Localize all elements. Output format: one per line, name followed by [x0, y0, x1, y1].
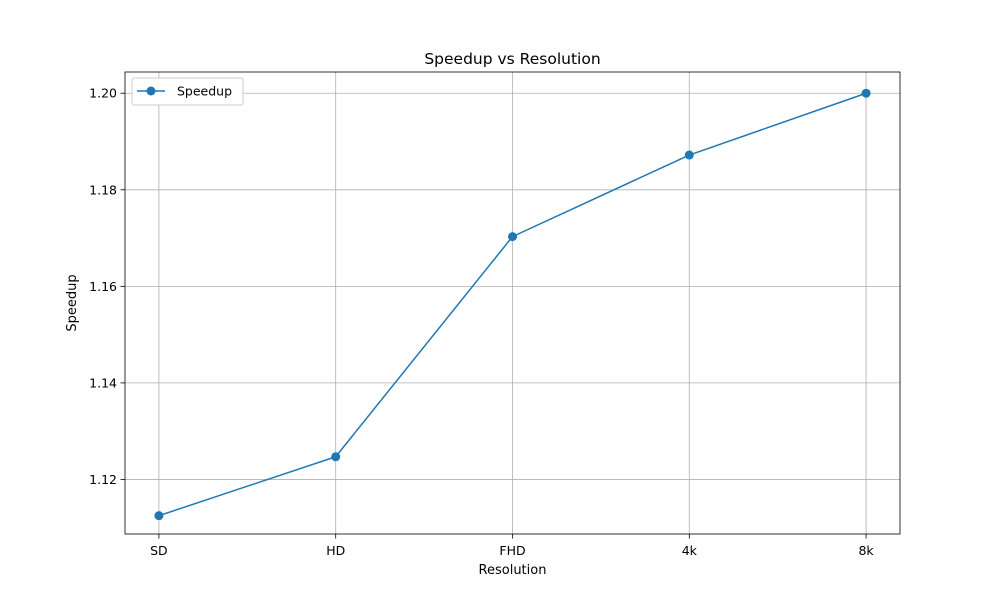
y-tick-label: 1.16: [89, 279, 117, 294]
x-tick-label: HD: [326, 543, 345, 558]
legend-series-marker: [146, 86, 156, 96]
data-point-speedup: [508, 232, 517, 242]
x-tick-label: SD: [150, 543, 168, 558]
x-tick-label: 4k: [682, 543, 698, 558]
x-axis-label: Resolution: [479, 563, 547, 578]
grid-layer: [125, 72, 900, 534]
data-point-speedup: [861, 88, 871, 98]
y-axis-label: Speedup: [65, 274, 80, 331]
legend-box: [131, 77, 244, 106]
ticks-layer: SD HD FHD 4k 8k 1.12 1.14 1.16 1.18 1.20: [89, 86, 874, 558]
data-point-speedup: [331, 452, 341, 462]
series-layer: [154, 88, 871, 521]
legend-series-label: Speedup: [177, 84, 232, 99]
x-tick-label: FHD: [499, 543, 525, 558]
data-point-speedup: [154, 511, 164, 521]
y-tick-label: 1.12: [89, 472, 117, 487]
legend: Speedup: [131, 77, 244, 106]
data-point-speedup: [684, 150, 694, 160]
y-tick-label: 1.18: [89, 182, 117, 197]
y-tick-label: 1.14: [89, 375, 117, 390]
x-tick-label: 8k: [858, 543, 874, 558]
chart-title: Speedup vs Resolution: [424, 50, 600, 68]
y-tick-label: 1.20: [89, 86, 117, 101]
